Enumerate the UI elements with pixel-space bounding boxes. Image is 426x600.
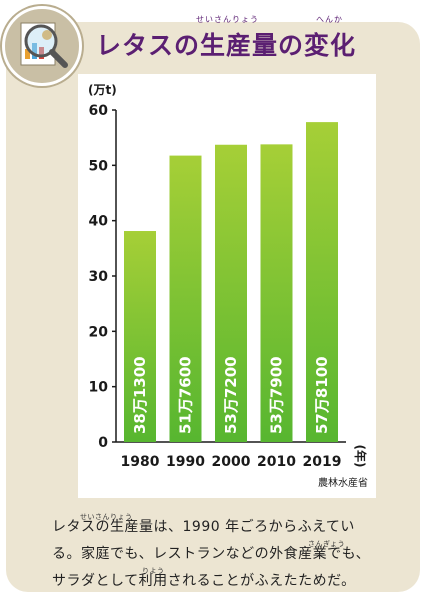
x-tick-label: 1980 xyxy=(121,454,160,470)
y-tick-label: 40 xyxy=(89,214,109,230)
y-tick-label: 50 xyxy=(89,158,109,174)
source-label: 農林水産省 xyxy=(318,476,368,489)
y-tick-label: 30 xyxy=(89,269,109,285)
bar-value-label: 51万7600 xyxy=(177,356,195,434)
y-tick-label: 60 xyxy=(89,103,109,119)
bar-1980 xyxy=(124,231,156,442)
bar-value-label: 57万8100 xyxy=(313,356,331,434)
title-ruby-seisanryou: せいさんりょう xyxy=(196,15,259,24)
page-title: レタスの生産量の変化 xyxy=(96,31,357,60)
bar-value-label: 38万1300 xyxy=(131,356,149,434)
caption-text: せいさんりょう さんぎょう りよう レタスの生産量は、1990 年ごろからふえて… xyxy=(52,513,392,595)
bar-1990 xyxy=(169,155,202,442)
caption-ruby-seisanryou: せいさんりょう xyxy=(80,513,133,521)
y-tick-label: 0 xyxy=(98,435,108,451)
chart-area: (万t) 0 10 20 30 40 50 60 38万1300 51万7600 53万7200… xyxy=(78,74,376,498)
x-tick-label: 2010 xyxy=(257,454,296,470)
x-tick-label: 2019 xyxy=(303,454,342,470)
x-tick-label: 1990 xyxy=(166,454,205,470)
title-ruby-henka: へんか xyxy=(316,15,343,24)
y-tick-label: 10 xyxy=(89,380,109,396)
magnifier-document-icon xyxy=(2,6,82,86)
x-axis-unit: (年) xyxy=(353,445,368,468)
bar-2010 xyxy=(260,144,293,442)
bar-2019 xyxy=(306,122,338,443)
caption-line-1: レタスの生産量は、1990 年ごろからふえてい xyxy=(52,519,355,535)
bar-value-label: 53万7900 xyxy=(268,356,286,434)
caption-ruby-riyou: りよう xyxy=(142,567,165,575)
bar-chart: (万t) 0 10 20 30 40 50 60 38万1300 51万7600 53万7200… xyxy=(88,83,368,489)
caption-line-3: サラダとして利用されることがふえたためだ。 xyxy=(52,573,356,589)
y-tick-label: 20 xyxy=(89,324,109,340)
bar-2000 xyxy=(215,144,247,442)
y-axis-unit: (万t) xyxy=(88,83,117,97)
x-tick-label: 2000 xyxy=(212,454,251,470)
bar-value-label: 53万7200 xyxy=(222,356,240,434)
caption-ruby-sangyou: さんぎょう xyxy=(308,540,346,548)
caption-line-2: る。家庭でも、レストランなどの外食産業でも、 xyxy=(52,546,371,562)
